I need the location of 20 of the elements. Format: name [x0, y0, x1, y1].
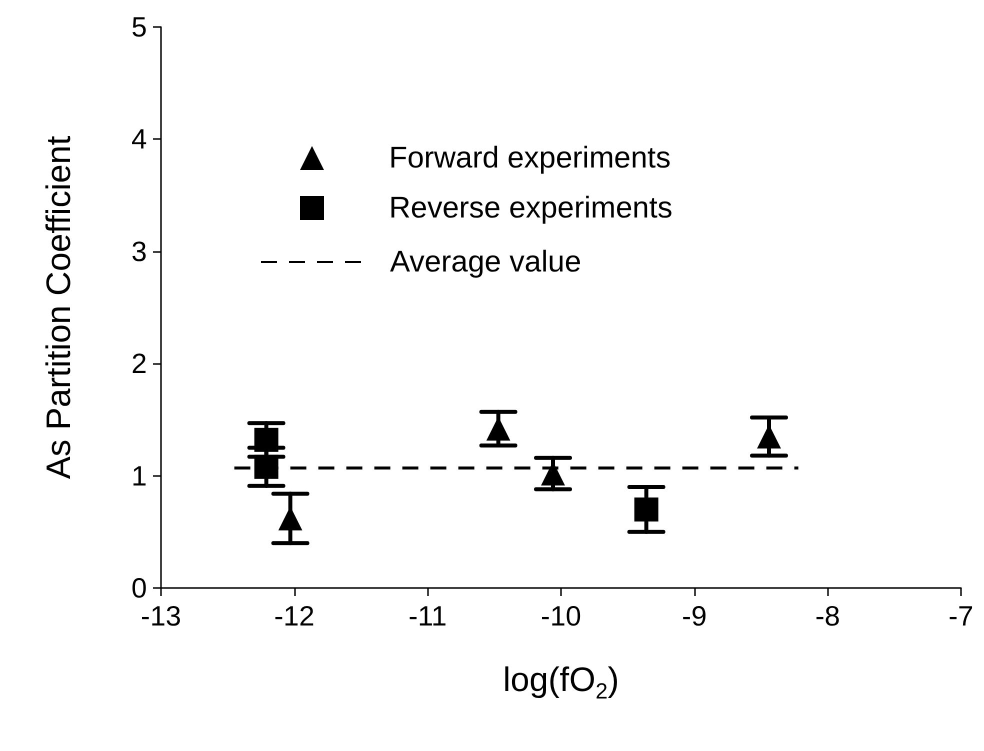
legend-label: Average value: [390, 246, 582, 278]
point: [254, 454, 278, 479]
x-tick-label: -11: [408, 600, 447, 632]
legend-label: Reverse experiments: [389, 192, 672, 224]
y-tick-label: 1: [131, 460, 147, 492]
x-tick-label: -13: [140, 600, 182, 632]
x-tick-label: -8: [815, 600, 840, 632]
y-tick-label: 0: [131, 572, 147, 604]
x-tick-label: -12: [274, 600, 315, 632]
point: [634, 497, 658, 522]
x-tick-label: -10: [540, 600, 582, 632]
y-axis-title: As Partition Coefficient: [40, 135, 78, 480]
point: [254, 428, 278, 452]
x-tick-label: -9: [682, 600, 707, 632]
y-tick-label: 4: [131, 124, 147, 155]
y-tick-label: 2: [131, 348, 147, 380]
legend-label: Forward experiments: [389, 142, 671, 174]
y-tick-label: 5: [131, 12, 147, 42]
x-tick-label: -7: [948, 600, 974, 632]
y-tick-label: 3: [131, 236, 147, 267]
